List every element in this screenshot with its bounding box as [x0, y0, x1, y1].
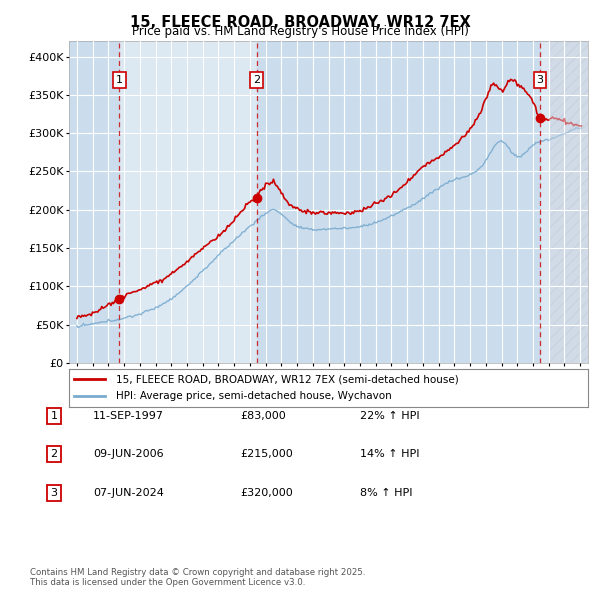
Text: 15, FLEECE ROAD, BROADWAY, WR12 7EX: 15, FLEECE ROAD, BROADWAY, WR12 7EX — [130, 15, 470, 30]
Text: 11-SEP-1997: 11-SEP-1997 — [93, 411, 164, 421]
Text: 3: 3 — [50, 488, 58, 497]
Text: 07-JUN-2024: 07-JUN-2024 — [93, 488, 164, 497]
Text: 14% ↑ HPI: 14% ↑ HPI — [360, 450, 419, 459]
Text: 1: 1 — [50, 411, 58, 421]
Bar — [69, 41, 119, 363]
Text: £215,000: £215,000 — [240, 450, 293, 459]
Text: 8% ↑ HPI: 8% ↑ HPI — [360, 488, 413, 497]
Text: 15, FLEECE ROAD, BROADWAY, WR12 7EX (semi-detached house): 15, FLEECE ROAD, BROADWAY, WR12 7EX (sem… — [116, 375, 458, 385]
Text: 3: 3 — [536, 75, 544, 85]
Text: £320,000: £320,000 — [240, 488, 293, 497]
Text: HPI: Average price, semi-detached house, Wychavon: HPI: Average price, semi-detached house,… — [116, 391, 391, 401]
Text: Contains HM Land Registry data © Crown copyright and database right 2025.
This d: Contains HM Land Registry data © Crown c… — [30, 568, 365, 587]
Text: 1: 1 — [116, 75, 123, 85]
Text: 2: 2 — [50, 450, 58, 459]
Text: Price paid vs. HM Land Registry's House Price Index (HPI): Price paid vs. HM Land Registry's House … — [131, 25, 469, 38]
Bar — [548, 41, 588, 363]
Bar — [257, 41, 540, 363]
Text: 22% ↑ HPI: 22% ↑ HPI — [360, 411, 419, 421]
Text: 2: 2 — [253, 75, 260, 85]
Text: 09-JUN-2006: 09-JUN-2006 — [93, 450, 164, 459]
Text: £83,000: £83,000 — [240, 411, 286, 421]
